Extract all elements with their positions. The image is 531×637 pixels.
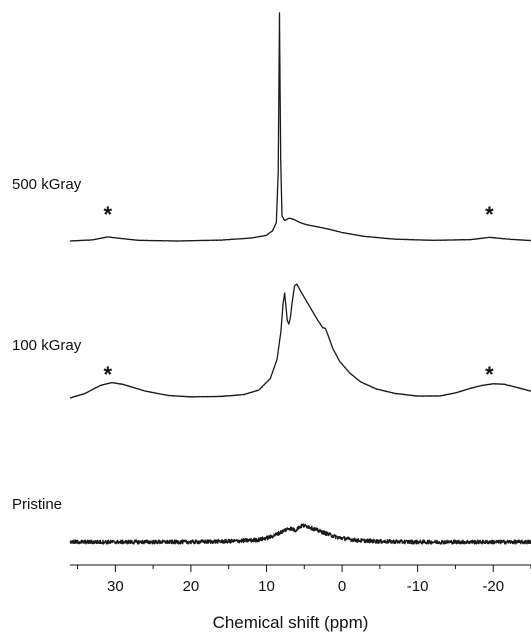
- sideband-marks: * * * *: [104, 202, 495, 387]
- sideband-asterisk: *: [104, 362, 113, 387]
- x-tick-label: 30: [107, 578, 124, 595]
- sideband-asterisk: *: [104, 202, 113, 227]
- series-label-2: 100 kGray: [12, 337, 82, 354]
- x-tick-label: -10: [407, 578, 429, 595]
- spectrum-line-2: [69, 283, 531, 399]
- sideband-asterisk: *: [485, 362, 494, 387]
- spectrum-line-1: [69, 12, 531, 242]
- x-axis-label: Chemical shift (ppm): [213, 613, 369, 632]
- spectra-traces: [69, 12, 531, 545]
- series-label-3: Pristine: [12, 496, 62, 513]
- series-label-1: 500 kGray: [12, 176, 82, 193]
- x-tick-label: 20: [183, 578, 200, 595]
- x-tick-label: 0: [338, 578, 346, 595]
- x-tick-label: 10: [258, 578, 275, 595]
- sideband-asterisk: *: [485, 202, 494, 227]
- spectrum-line-3: [69, 523, 531, 545]
- series-labels: 500 kGray 100 kGray Pristine: [12, 176, 82, 513]
- x-axis: 30 20 10 0 -10 -20: [70, 564, 531, 595]
- x-tick-label: -20: [482, 578, 504, 595]
